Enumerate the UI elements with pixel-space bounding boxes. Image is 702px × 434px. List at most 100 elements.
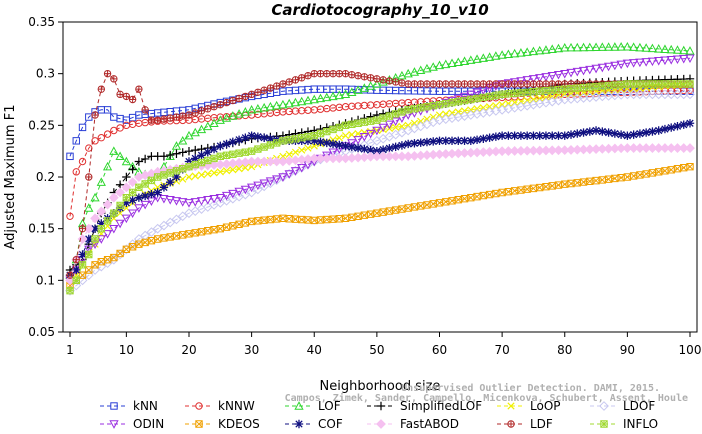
data-point <box>196 124 207 134</box>
x-tick-label: 20 <box>181 343 196 357</box>
data-point <box>473 105 481 113</box>
data-point <box>679 54 689 64</box>
data-point <box>379 76 387 84</box>
legend-item: SimplifiedLOF <box>367 399 482 413</box>
data-point <box>97 85 106 93</box>
data-point <box>190 198 200 207</box>
data-point <box>578 66 589 76</box>
data-point <box>505 80 512 88</box>
data-point <box>102 230 113 239</box>
data-point <box>460 107 469 115</box>
data-point <box>561 85 569 93</box>
data-point <box>190 127 200 137</box>
data-point <box>404 121 412 129</box>
data-point <box>472 88 482 98</box>
data-point <box>78 261 87 269</box>
data-point <box>234 187 244 197</box>
y-tick-label: 0.05 <box>28 325 55 339</box>
data-point <box>172 172 181 182</box>
data-point <box>367 74 374 81</box>
data-point <box>491 51 501 60</box>
data-point <box>72 255 80 264</box>
data-point <box>403 68 413 78</box>
data-point <box>247 163 256 171</box>
data-point <box>454 97 462 106</box>
data-point <box>204 156 212 165</box>
data-point <box>554 85 563 94</box>
data-point <box>353 136 363 145</box>
data-point <box>166 233 174 241</box>
data-point <box>222 139 231 149</box>
data-point <box>510 89 519 97</box>
data-point <box>373 209 381 217</box>
data-point <box>622 59 633 69</box>
data-point <box>479 191 488 200</box>
data-point <box>66 212 74 220</box>
data-point <box>541 45 551 54</box>
data-point <box>435 100 444 109</box>
y-tick-label: 0.1 <box>36 273 55 287</box>
data-point <box>672 55 683 65</box>
data-point <box>423 80 431 88</box>
data-point <box>679 45 689 55</box>
data-point <box>115 187 126 198</box>
data-point <box>172 232 181 240</box>
data-point <box>517 186 525 194</box>
data-point <box>498 101 506 109</box>
data-point <box>686 162 694 171</box>
data-point <box>185 111 193 119</box>
legend-marker <box>195 420 203 428</box>
data-point <box>78 271 87 279</box>
data-point <box>172 149 181 158</box>
data-point <box>685 54 695 64</box>
x-tick-label: 1 <box>66 343 74 357</box>
data-point <box>472 135 482 144</box>
data-point <box>66 271 74 279</box>
data-point <box>642 80 650 88</box>
data-point <box>341 141 350 151</box>
data-point <box>134 193 144 202</box>
data-point <box>178 135 188 145</box>
data-point <box>673 80 682 88</box>
data-point <box>215 193 225 203</box>
data-point <box>603 42 614 51</box>
data-point <box>291 148 300 156</box>
data-point <box>428 62 438 71</box>
x-tick-label: 30 <box>244 343 259 357</box>
data-point <box>448 109 456 117</box>
data-point <box>629 80 638 88</box>
data-point <box>209 144 219 154</box>
data-point <box>98 85 105 93</box>
data-point <box>623 131 632 140</box>
data-point <box>629 130 638 139</box>
data-point <box>498 188 506 197</box>
data-point <box>254 89 262 96</box>
y-tick-label: 0.25 <box>28 118 55 132</box>
data-point <box>265 101 276 111</box>
data-point <box>272 175 282 184</box>
data-point <box>148 116 155 124</box>
data-point <box>535 131 544 140</box>
data-point <box>492 91 500 100</box>
series-knnw <box>66 86 694 220</box>
data-point <box>209 195 219 204</box>
legend-item: kNN <box>100 399 158 413</box>
data-point <box>473 94 481 103</box>
data-point <box>466 90 476 100</box>
data-point <box>561 180 569 188</box>
data-point <box>90 213 100 224</box>
data-point <box>222 223 231 231</box>
data-point <box>378 123 388 133</box>
data-point <box>342 70 349 77</box>
data-point <box>191 160 199 169</box>
data-point <box>341 132 350 140</box>
data-point <box>216 141 225 151</box>
data-point <box>341 121 350 130</box>
data-point <box>160 234 168 242</box>
x-tick-label: 60 <box>432 343 447 357</box>
data-point <box>365 81 376 90</box>
data-point <box>317 70 324 77</box>
data-point <box>392 78 399 86</box>
data-point <box>604 128 613 137</box>
legend-item: LOF <box>285 399 341 413</box>
